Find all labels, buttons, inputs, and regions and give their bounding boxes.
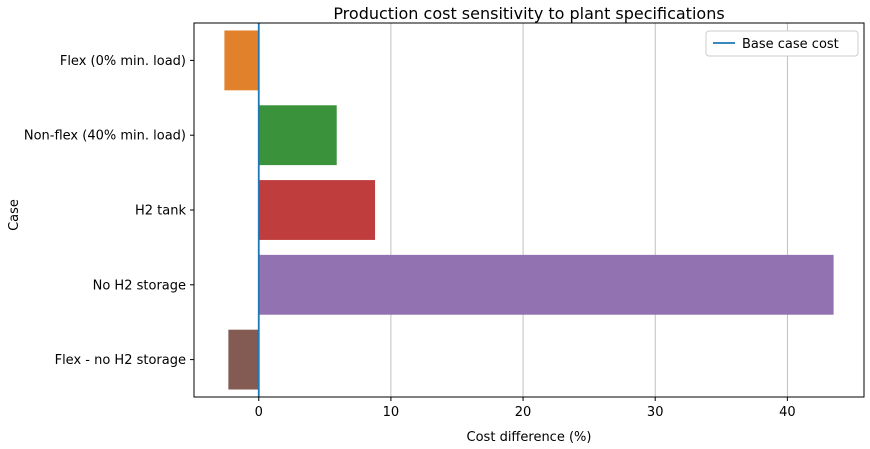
legend-box [705, 30, 859, 57]
y-tick-label: Flex (0% min. load) [60, 54, 186, 69]
bar [228, 329, 259, 390]
x-axis: 0 10 20 30 40 [255, 397, 796, 420]
bar [258, 180, 376, 240]
y-axis: Flex (0% min. load) Non-flex (40% min. lo… [24, 54, 194, 368]
y-axis-title: Case [7, 199, 22, 231]
bar [258, 105, 337, 166]
x-tick-label: 20 [515, 405, 532, 420]
x-tick-label: 10 [383, 405, 400, 420]
x-tick-label: 40 [779, 405, 796, 420]
x-axis-title: Cost difference (%) [467, 430, 592, 445]
y-tick-label: No H2 storage [93, 278, 186, 293]
x-tick-label: 30 [647, 405, 664, 420]
legend-label: Base case cost [742, 37, 839, 52]
bar [258, 254, 834, 315]
legend: Base case cost [705, 30, 859, 57]
y-tick-label: Non-flex (40% min. load) [24, 129, 186, 144]
bars [224, 30, 834, 390]
bar [224, 30, 259, 91]
x-tick-label: 0 [255, 405, 263, 420]
y-tick-label: Flex - no H2 storage [55, 353, 186, 368]
y-tick-label: H2 tank [135, 204, 186, 219]
chart-title: Production cost sensitivity to plant spe… [333, 4, 724, 23]
